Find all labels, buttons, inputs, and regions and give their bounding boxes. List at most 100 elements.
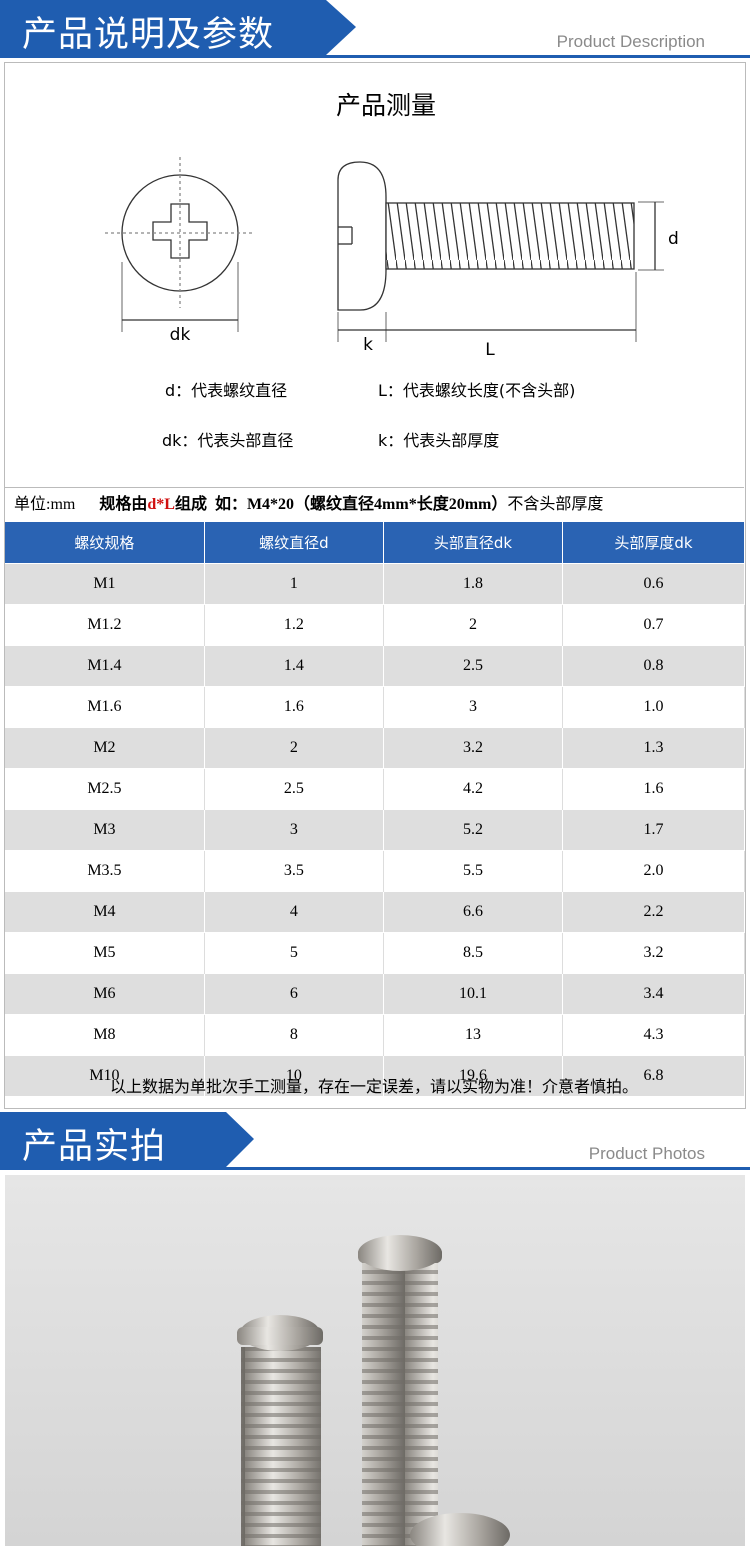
product-photo bbox=[5, 1175, 745, 1546]
note-text: 不含头部厚度 bbox=[507, 496, 604, 513]
legend-item: d：代表螺纹直径 bbox=[165, 381, 287, 400]
table-body: M1 1 1.8 0.6 M1.2 1.2 2 0.7 M1.4 1.4 2.5 0.8 M1.6 1.6… bbox=[5, 563, 745, 1096]
spec-table: 螺纹规格 螺纹直径d 头部直径dk 头部厚度dk M1 1 1.8 0.6 M1.2 1.2 2 0.… bbox=[5, 522, 745, 1096]
table-cell: 4 bbox=[204, 891, 384, 933]
table-row: M3 3 5.2 1.7 bbox=[5, 809, 745, 851]
table-cell: 19.6 bbox=[383, 1055, 564, 1096]
header-cell: 螺纹规格 bbox=[5, 522, 205, 564]
table-cell: 3.5 bbox=[204, 850, 384, 892]
table-cell: 0.6 bbox=[562, 563, 745, 605]
diagram: 产品测量 dk k L d d：代表螺纹直径 L：代表螺纹长度(不含头部) dk… bbox=[105, 91, 679, 450]
table-cell: 1.6 bbox=[562, 768, 745, 810]
table-cell: 2 bbox=[383, 604, 564, 646]
table-cell: 0.8 bbox=[562, 645, 745, 687]
section-banner: 产品说明及参数 Product Description bbox=[0, 0, 750, 58]
banner-rule bbox=[0, 55, 750, 58]
table-cell: 6.8 bbox=[562, 1055, 745, 1096]
table-cell: 3.2 bbox=[383, 727, 564, 769]
table-cell: M1.2 bbox=[5, 604, 205, 646]
header-cell: 头部厚度dk bbox=[562, 522, 745, 564]
section-title: 产品实拍 bbox=[22, 1127, 167, 1167]
section-subtitle: Product Photos bbox=[588, 1144, 705, 1163]
section-subtitle: Product Description bbox=[556, 32, 705, 51]
table-row: M2.5 2.5 4.2 1.6 bbox=[5, 768, 745, 810]
legend-item: k：代表头部厚度 bbox=[378, 431, 499, 450]
table-cell: M3 bbox=[5, 809, 205, 851]
table-cell: 5.2 bbox=[383, 809, 564, 851]
table-cell: 1.2 bbox=[204, 604, 384, 646]
table-row: M1.6 1.6 3 1.0 bbox=[5, 686, 745, 728]
note-highlight: d*L bbox=[147, 496, 175, 513]
banner-shape bbox=[0, 1112, 254, 1167]
table-cell: M1 bbox=[5, 563, 205, 605]
header-cell: 螺纹直径d bbox=[204, 522, 384, 564]
table-cell: M2.5 bbox=[5, 768, 205, 810]
table-cell: M8 bbox=[5, 1014, 205, 1056]
dim-label: d bbox=[668, 229, 679, 249]
table-cell: M5 bbox=[5, 932, 205, 974]
table-cell: 1.7 bbox=[562, 809, 745, 851]
table-row: M1 1 1.8 0.6 bbox=[5, 563, 745, 605]
table-cell: M1.4 bbox=[5, 645, 205, 687]
table-cell: 8.5 bbox=[383, 932, 564, 974]
note-text: 规格由 bbox=[99, 496, 148, 513]
table-cell: 6.6 bbox=[383, 891, 564, 933]
table-cell: 2.5 bbox=[383, 645, 564, 687]
spec-box bbox=[4, 62, 746, 1109]
section-title: 产品说明及参数 bbox=[22, 15, 275, 55]
unit: 单位:mm bbox=[14, 496, 76, 513]
table-cell: 13 bbox=[383, 1014, 564, 1056]
table-cell: 3.2 bbox=[562, 932, 745, 974]
header-cell: 头部直径dk bbox=[383, 522, 564, 564]
table-cell: M6 bbox=[5, 973, 205, 1015]
table-cell: 4.2 bbox=[383, 768, 564, 810]
dim-label: L bbox=[485, 340, 495, 360]
table-row: M1.2 1.2 2 0.7 bbox=[5, 604, 745, 646]
banner-shape bbox=[0, 0, 356, 55]
dim-label: k bbox=[363, 335, 373, 355]
section-banner: 产品实拍 Product Photos bbox=[0, 1112, 750, 1170]
table-cell: 2 bbox=[204, 727, 384, 769]
table-cell: 1.0 bbox=[562, 686, 745, 728]
table-header: 螺纹规格 螺纹直径d 头部直径dk 头部厚度dk bbox=[5, 522, 745, 564]
table-row: M3.5 3.5 5.5 2.0 bbox=[5, 850, 745, 892]
legend-item: dk：代表头部直径 bbox=[162, 431, 293, 450]
table-row: M1.4 1.4 2.5 0.8 bbox=[5, 645, 745, 687]
note-text: 组成 如： bbox=[174, 496, 247, 513]
table-row: M4 4 6.6 2.2 bbox=[5, 891, 745, 933]
table-cell: 1.3 bbox=[562, 727, 745, 769]
dim-label: dk bbox=[170, 325, 191, 345]
table-cell: 10 bbox=[204, 1055, 384, 1096]
table-cell: 1.8 bbox=[383, 563, 564, 605]
table-cell: 1.4 bbox=[204, 645, 384, 687]
legend-item: L：代表螺纹长度(不含头部) bbox=[378, 381, 575, 400]
table-footer: 以上数据为单批次手工测量，存在一定误差，请以实物为准！介意者慎拍。 bbox=[109, 1077, 638, 1096]
table-cell: 2.0 bbox=[562, 850, 745, 892]
table-cell: M10 bbox=[5, 1055, 205, 1096]
table-cell: 0.7 bbox=[562, 604, 745, 646]
diagram-title: 产品测量 bbox=[336, 91, 436, 120]
table-cell: M1.6 bbox=[5, 686, 205, 728]
table-row: M10 10 19.6 6.8 bbox=[5, 1055, 745, 1096]
table-cell: 2.5 bbox=[204, 768, 384, 810]
table-cell: 6 bbox=[204, 973, 384, 1015]
banner-rule bbox=[0, 1167, 750, 1170]
table-cell: M4 bbox=[5, 891, 205, 933]
table-cell: 1.6 bbox=[204, 686, 384, 728]
table-cell: 5.5 bbox=[383, 850, 564, 892]
table-cell: 1 bbox=[204, 563, 384, 605]
table-cell: 3.4 bbox=[562, 973, 745, 1015]
table-cell: M3.5 bbox=[5, 850, 205, 892]
spec-note: 单位:mm 规格由d*L组成 如：M4*20（螺纹直径4mm*长度20mm）不含… bbox=[4, 487, 744, 522]
table-cell: M2 bbox=[5, 727, 205, 769]
table-cell: 5 bbox=[204, 932, 384, 974]
table-cell: 3 bbox=[383, 686, 564, 728]
table-cell: 2.2 bbox=[562, 891, 745, 933]
note-text: M4*20（螺纹直径4mm*长度20mm） bbox=[246, 496, 508, 513]
table-row: M8 8 13 4.3 bbox=[5, 1014, 745, 1056]
table-cell: 4.3 bbox=[562, 1014, 745, 1056]
table-cell: 10.1 bbox=[383, 973, 564, 1015]
table-cell: 3 bbox=[204, 809, 384, 851]
table-row: M5 5 8.5 3.2 bbox=[5, 932, 745, 974]
